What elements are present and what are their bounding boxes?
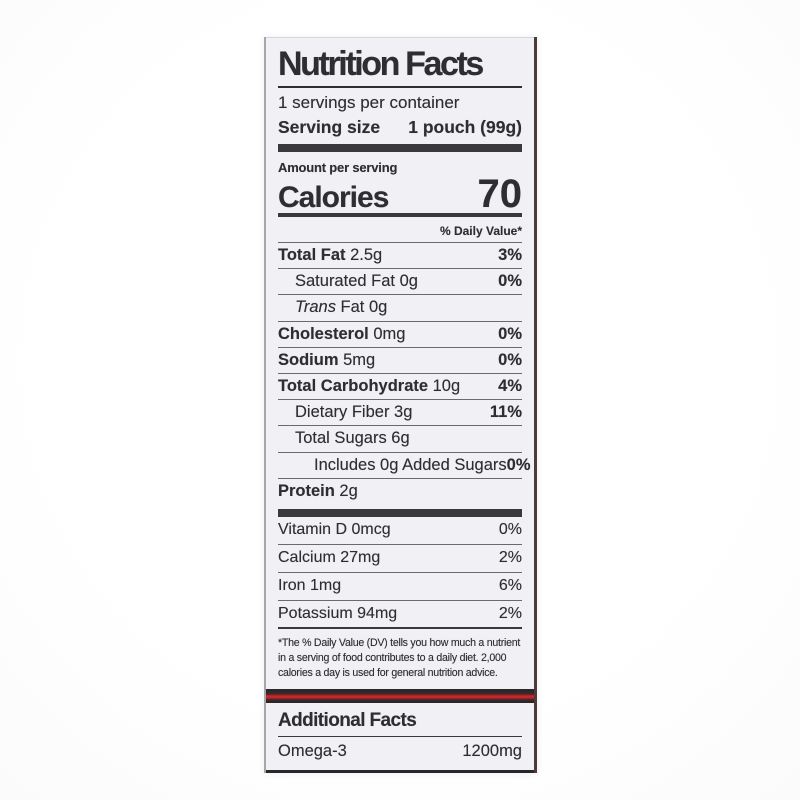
serving-size-label: Serving size <box>278 116 381 137</box>
additional-fact-row: Omega-3 1200mg <box>278 739 522 764</box>
nutrient-name: Total Carbohydrate <box>278 377 429 396</box>
vitamin-name-group: Calcium 27mg <box>278 549 380 567</box>
package-red-stripe <box>266 691 534 701</box>
nutrient-row: Cholesterol 0mg 0% <box>278 322 522 348</box>
nutrient-name: Dietary Fiber <box>295 403 390 422</box>
vitamin-row: Potassium 94mg 2% <box>278 601 522 629</box>
vitamin-amount: 1mg <box>305 577 342 595</box>
vitamin-row: Iron 1mg 6% <box>278 573 522 601</box>
nutrient-row: Sodium 5mg 0% <box>278 348 522 374</box>
amount-per-serving-label: Amount per serving <box>278 160 398 175</box>
nutrient-daily-value: 3% <box>498 246 522 265</box>
additional-facts-title: Additional Facts <box>278 710 522 737</box>
daily-value-header: % Daily Value* <box>278 217 522 243</box>
vitamin-row: Calcium 27mg 2% <box>278 545 522 573</box>
calories-value: 70 <box>477 172 523 216</box>
nutrient-row: Total Carbohydrate 10g 4% <box>278 374 522 401</box>
nutrient-name: Saturated Fat <box>295 272 395 291</box>
nutrient-name-group: Total Sugars 6g <box>295 429 410 448</box>
nutrient-row: Total Sugars 6g <box>278 426 522 453</box>
nutrient-amount: 0mg <box>368 324 406 343</box>
nutrient-name: Protein <box>278 482 335 501</box>
nutrient-amount: 6g <box>386 429 410 448</box>
divider-thick-bar <box>278 144 522 152</box>
nutrient-daily-value: 0% <box>498 324 522 343</box>
vitamin-amount: 0mcg <box>347 521 391 539</box>
daily-value-footnote: *The % Daily Value (DV) tells you how mu… <box>278 636 521 680</box>
vitamin-row: Vitamin D 0mcg 0% <box>278 517 522 545</box>
divider-medium-bar <box>278 213 522 217</box>
serving-size-value: 1 pouch (99g) <box>408 116 522 137</box>
nutrient-name: Total Sugars <box>295 429 387 448</box>
nutrient-row: Includes 0g Added Sugars 0% <box>278 453 531 479</box>
vitamin-rows-list: Vitamin D 0mcg 0% Calcium 27mg 2% Iron 1mg 6%… <box>278 517 522 629</box>
nutrient-amount: 2g <box>334 482 358 501</box>
vitamin-name: Iron <box>278 577 306 595</box>
vitamin-name: Vitamin D <box>278 521 348 539</box>
vitamin-daily-value: 2% <box>498 604 522 622</box>
calories-label: Calories <box>278 181 389 214</box>
nutrient-name-group: Total Carbohydrate 10g <box>278 377 460 396</box>
nutrient-name-group: Includes 0g Added Sugars <box>314 456 507 475</box>
nutrient-daily-value: 0% <box>506 455 531 474</box>
nutrient-daily-value: 4% <box>498 377 522 396</box>
nutrient-name-group: Cholesterol 0mg <box>278 325 405 344</box>
nutrient-row: Protein 2g <box>278 479 522 505</box>
nutrient-amount: 2.5g <box>345 246 383 265</box>
nutrient-row: Trans Fat 0g <box>278 295 522 322</box>
nutrient-amount: 0g <box>394 272 418 291</box>
nutrient-daily-value: 0% <box>498 272 522 291</box>
nutrient-amount: 10g <box>428 377 461 396</box>
nutrient-name-group: Sodium 5mg <box>278 351 375 370</box>
vitamin-amount: 94mg <box>352 604 398 622</box>
nutrient-name-group: Protein 2g <box>278 482 358 501</box>
vitamin-name-group: Iron 1mg <box>278 577 341 595</box>
additional-fact-value: 1200mg <box>462 741 522 760</box>
nutrient-daily-value: 11% <box>489 403 522 422</box>
nutrient-name: Includes 0g Added Sugars <box>314 455 507 474</box>
nutrient-name-italic: Trans <box>295 298 341 317</box>
nutrient-name: Fat <box>340 298 365 317</box>
vitamin-name-group: Vitamin D 0mcg <box>278 521 391 539</box>
vitamin-daily-value: 2% <box>498 549 522 567</box>
nutrition-label: Nutrition Facts 1 servings per container… <box>264 37 537 773</box>
additional-facts-list: Omega-3 1200mg <box>278 739 522 764</box>
nutrient-name-group: Total Fat 2.5g <box>278 246 382 265</box>
nutrient-rows-list: Total Fat 2.5g 3% Saturated Fat 0g 0% Trans … <box>278 243 531 505</box>
nutrient-amount: 0g <box>364 298 388 317</box>
nutrient-daily-value: 0% <box>498 350 522 369</box>
nutrient-row: Total Fat 2.5g 3% <box>278 243 522 270</box>
serving-size-row: Serving size 1 pouch (99g) <box>278 114 522 140</box>
nutrient-row: Dietary Fiber 3g 11% <box>278 400 522 427</box>
nutrient-name: Sodium <box>278 350 339 369</box>
vitamin-name-group: Potassium 94mg <box>278 605 397 623</box>
vitamin-amount: 27mg <box>335 549 381 567</box>
nutrient-name: Total Fat <box>278 246 346 265</box>
divider-thick-bar <box>278 508 522 517</box>
nutrient-amount: 5mg <box>338 350 376 369</box>
nutrient-row: Saturated Fat 0g 0% <box>278 269 522 296</box>
nutrient-name-group: Saturated Fat 0g <box>295 272 418 291</box>
vitamin-daily-value: 0% <box>498 521 522 539</box>
additional-fact-name: Omega-3 <box>278 741 347 760</box>
nutrient-name-group: Trans Fat 0g <box>295 298 387 317</box>
additional-facts-panel: Additional Facts Omega-3 1200mg <box>266 700 534 773</box>
vitamin-name: Potassium <box>278 604 353 622</box>
nutrient-name: Cholesterol <box>278 324 369 343</box>
vitamin-daily-value: 6% <box>498 577 522 595</box>
calories-row: Calories 70 <box>278 172 523 216</box>
nutrition-facts-panel: Nutrition Facts 1 servings per container… <box>266 37 534 692</box>
nutrition-facts-title: Nutrition Facts <box>278 44 522 88</box>
nutrient-name-group: Dietary Fiber 3g <box>295 403 412 422</box>
vitamin-name: Calcium <box>278 549 336 567</box>
servings-per-container: 1 servings per container <box>278 93 460 112</box>
nutrient-amount: 3g <box>389 403 413 422</box>
